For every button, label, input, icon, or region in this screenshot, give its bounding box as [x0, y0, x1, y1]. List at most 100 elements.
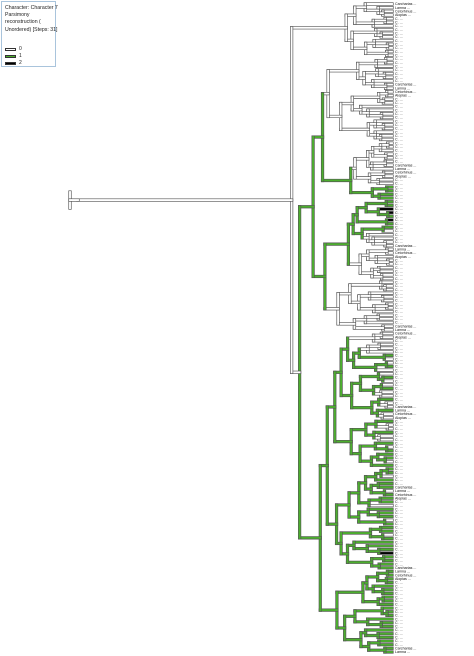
- taxon-label: C. ...: [395, 537, 403, 541]
- taxon-label: C. ...: [395, 463, 403, 467]
- taxon-label: C. ...: [395, 50, 403, 54]
- taxon-label: C. ...: [395, 127, 403, 131]
- taxon-label: C. ...: [395, 511, 403, 515]
- taxon-label: C. ...: [395, 621, 403, 625]
- taxon-label: C. ...: [395, 423, 403, 427]
- taxon-label: C. ...: [395, 632, 403, 636]
- taxon-label: Lamna ...: [395, 570, 410, 574]
- taxon-label: Alopias ...: [395, 416, 411, 420]
- taxon-label: Carcharias ...: [395, 244, 416, 248]
- taxon-label: C. ...: [395, 134, 403, 138]
- taxon-label: Alopias ...: [395, 13, 411, 17]
- taxon-label: C. ...: [395, 507, 403, 511]
- taxon-label: C. ...: [395, 434, 403, 438]
- taxon-label: C. ...: [395, 266, 403, 270]
- taxon-label: Alopias ...: [395, 496, 411, 500]
- taxon-label: C. ...: [395, 357, 403, 361]
- taxon-label: C. ...: [395, 379, 403, 383]
- taxon-label: C. ...: [395, 72, 403, 76]
- taxon-label: Alopias ...: [395, 94, 411, 98]
- taxon-label: C. ...: [395, 500, 403, 504]
- taxon-label: Carcharias ...: [395, 485, 416, 489]
- taxon-label: C. ...: [395, 394, 403, 398]
- taxon-label: C. ...: [395, 156, 403, 160]
- taxon-label: C. ...: [395, 204, 403, 208]
- legend-title: Character: Character 7: [5, 5, 58, 11]
- taxon-label: C. ...: [395, 229, 403, 233]
- taxon-label: C. ...: [395, 108, 403, 112]
- taxon-label: C. ...: [395, 361, 403, 365]
- taxon-label: C. ...: [395, 346, 403, 350]
- taxon-label: C. ...: [395, 628, 403, 632]
- taxon-label: C. ...: [395, 639, 403, 643]
- taxon-label: C. ...: [395, 559, 403, 563]
- taxon-label: C. ...: [395, 456, 403, 460]
- taxon-label: C. ...: [395, 453, 403, 457]
- taxon-label: C. ...: [395, 57, 403, 61]
- tree-branches: [68, 2, 394, 654]
- taxon-label: Cetorhinus ...: [395, 251, 416, 255]
- taxon-label: C. ...: [395, 61, 403, 65]
- taxon-label: C. ...: [395, 606, 403, 610]
- taxon-label: C. ...: [395, 592, 403, 596]
- taxon-label: C. ...: [395, 24, 403, 28]
- taxon-label: C. ...: [395, 233, 403, 237]
- legend: Character: Character 7 Parsimony reconst…: [1, 1, 58, 67]
- taxon-labels: Carcharias ...Lamna ...Cetorhinus ...Alo…: [395, 2, 416, 654]
- taxon-label: Lamna ...: [395, 86, 410, 90]
- taxon-label: C. ...: [395, 445, 403, 449]
- taxon-label: C. ...: [395, 200, 403, 204]
- taxon-label: C. ...: [395, 160, 403, 164]
- taxon-label: C. ...: [395, 46, 403, 50]
- legend-line-2: Parsimony: [5, 12, 30, 19]
- taxon-label: Carcharias ...: [395, 324, 416, 328]
- taxon-label: Lamna ...: [395, 247, 410, 251]
- taxon-label: Lamna ...: [395, 6, 410, 10]
- taxon-label: C. ...: [395, 599, 403, 603]
- taxon-label: Carcharias ...: [395, 647, 416, 651]
- taxon-label: C. ...: [395, 123, 403, 127]
- taxon-label: C. ...: [395, 178, 403, 182]
- taxon-label: C. ...: [395, 431, 403, 435]
- taxon-label: C. ...: [395, 138, 403, 142]
- taxon-label: C. ...: [395, 401, 403, 405]
- taxon-label: C. ...: [395, 420, 403, 424]
- taxon-label: Cetorhinus ...: [395, 10, 416, 14]
- taxon-label: C. ...: [395, 149, 403, 153]
- taxon-label: C. ...: [395, 540, 403, 544]
- taxon-label: C. ...: [395, 291, 403, 295]
- taxon-label: Cetorhinus ...: [395, 332, 416, 336]
- taxon-label: C. ...: [395, 299, 403, 303]
- taxon-label: C. ...: [395, 215, 403, 219]
- taxon-label: C. ...: [395, 31, 403, 35]
- legend-line-3: reconstruction (: [5, 19, 41, 26]
- taxon-label: Alopias ...: [395, 255, 411, 259]
- taxon-label: C. ...: [395, 387, 403, 391]
- taxon-label: C. ...: [395, 42, 403, 46]
- taxon-label: C. ...: [395, 643, 403, 647]
- taxon-label: Cetorhinus ...: [395, 90, 416, 94]
- taxon-label: C. ...: [395, 354, 403, 358]
- taxon-label: C. ...: [395, 75, 403, 79]
- taxon-label: C. ...: [395, 321, 403, 325]
- taxon-label: C. ...: [395, 625, 403, 629]
- taxon-label: C. ...: [395, 460, 403, 464]
- taxon-label: C. ...: [395, 39, 403, 43]
- taxon-label: C. ...: [395, 28, 403, 32]
- taxon-label: Alopias ...: [395, 335, 411, 339]
- taxon-label: C. ...: [395, 182, 403, 186]
- taxon-label: C. ...: [395, 482, 403, 486]
- taxon-label: C. ...: [395, 237, 403, 241]
- taxon-label: Carcharias ...: [395, 2, 416, 6]
- taxon-label: C. ...: [395, 562, 403, 566]
- taxon-label: C. ...: [395, 636, 403, 640]
- taxon-label: C. ...: [395, 101, 403, 105]
- taxon-label: C. ...: [395, 313, 403, 317]
- taxon-label: C. ...: [395, 438, 403, 442]
- taxon-label: C. ...: [395, 390, 403, 394]
- taxon-label: C. ...: [395, 258, 403, 262]
- taxon-label: Alopias ...: [395, 577, 411, 581]
- taxon-label: C. ...: [395, 317, 403, 321]
- taxon-label: C. ...: [395, 240, 403, 244]
